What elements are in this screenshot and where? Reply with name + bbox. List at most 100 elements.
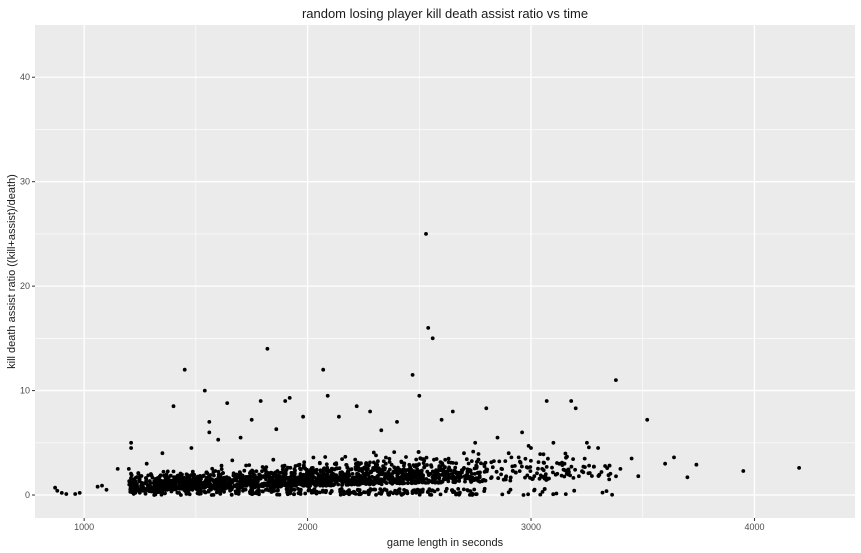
data-point bbox=[336, 482, 341, 487]
data-point bbox=[353, 475, 358, 479]
data-point bbox=[231, 473, 236, 478]
x-tick-label: 2000 bbox=[298, 522, 318, 532]
data-point bbox=[204, 484, 209, 489]
data-point bbox=[310, 489, 314, 493]
data-point bbox=[484, 406, 489, 411]
data-point bbox=[608, 471, 613, 476]
data-point bbox=[167, 486, 171, 491]
data-point bbox=[319, 469, 324, 474]
data-point bbox=[563, 451, 568, 456]
data-point bbox=[144, 461, 149, 466]
data-point bbox=[284, 487, 289, 492]
y-tick-label: 0 bbox=[25, 490, 30, 500]
data-point bbox=[510, 469, 515, 473]
data-point bbox=[147, 484, 152, 489]
data-point bbox=[311, 455, 316, 460]
data-point bbox=[449, 476, 453, 480]
data-point bbox=[277, 492, 282, 497]
data-point bbox=[324, 483, 329, 488]
data-point bbox=[500, 467, 504, 471]
data-point bbox=[234, 472, 239, 477]
data-point bbox=[104, 487, 109, 492]
data-point bbox=[179, 473, 184, 478]
data-point bbox=[173, 483, 178, 488]
data-point bbox=[311, 468, 316, 473]
data-point bbox=[470, 472, 474, 476]
data-point bbox=[273, 470, 278, 475]
data-point bbox=[129, 473, 134, 478]
data-point bbox=[53, 485, 57, 490]
data-point bbox=[150, 487, 155, 491]
data-point bbox=[618, 467, 623, 471]
data-point bbox=[292, 492, 296, 497]
data-point bbox=[245, 476, 249, 481]
x-tick-label: 4000 bbox=[744, 522, 764, 532]
data-point bbox=[469, 459, 474, 463]
data-point bbox=[443, 457, 448, 462]
data-point bbox=[211, 478, 216, 483]
data-point bbox=[219, 467, 224, 471]
data-point bbox=[571, 476, 576, 480]
data-point bbox=[438, 492, 443, 497]
data-point bbox=[163, 491, 167, 496]
data-point bbox=[222, 485, 227, 490]
data-point bbox=[59, 491, 64, 495]
data-point bbox=[384, 481, 389, 485]
data-point bbox=[510, 464, 515, 469]
data-point bbox=[350, 477, 355, 482]
data-point bbox=[251, 472, 256, 476]
data-point bbox=[262, 467, 267, 472]
data-point bbox=[437, 464, 442, 468]
data-point bbox=[456, 487, 461, 491]
data-point bbox=[544, 478, 549, 482]
data-point bbox=[402, 463, 406, 468]
data-point bbox=[290, 487, 295, 492]
data-point bbox=[394, 491, 399, 496]
data-point bbox=[305, 471, 309, 476]
data-point bbox=[208, 476, 213, 481]
data-point bbox=[288, 465, 293, 470]
data-point bbox=[421, 478, 426, 482]
data-point bbox=[454, 491, 459, 496]
data-point bbox=[163, 482, 168, 487]
data-point bbox=[429, 488, 434, 493]
data-point bbox=[526, 444, 531, 448]
data-point bbox=[596, 474, 601, 478]
data-point bbox=[482, 486, 487, 491]
data-point bbox=[249, 482, 254, 487]
data-point bbox=[188, 479, 192, 483]
data-point bbox=[152, 480, 157, 485]
data-point bbox=[372, 481, 377, 486]
data-point bbox=[227, 479, 232, 484]
data-point bbox=[286, 483, 290, 488]
data-point bbox=[139, 483, 143, 488]
data-point bbox=[456, 473, 461, 478]
data-point bbox=[376, 459, 380, 464]
data-point bbox=[242, 483, 247, 487]
data-point bbox=[509, 455, 514, 460]
data-point bbox=[254, 469, 259, 474]
data-point bbox=[308, 480, 313, 484]
y-axis-label: kill death assist ratio ((kill+assist)/d… bbox=[6, 174, 18, 369]
data-point bbox=[489, 460, 494, 465]
data-point bbox=[536, 466, 540, 471]
data-point bbox=[258, 399, 263, 403]
data-point bbox=[351, 489, 356, 494]
data-point bbox=[379, 492, 384, 496]
data-point bbox=[457, 479, 462, 483]
data-point bbox=[645, 417, 650, 422]
data-point bbox=[287, 477, 292, 481]
data-point bbox=[741, 469, 746, 473]
data-point bbox=[253, 491, 258, 495]
data-point bbox=[171, 487, 176, 491]
data-point bbox=[432, 489, 437, 494]
data-point bbox=[301, 483, 306, 488]
data-point bbox=[554, 491, 559, 496]
data-point bbox=[236, 483, 241, 488]
data-point bbox=[535, 471, 539, 476]
data-point bbox=[367, 475, 372, 480]
data-point bbox=[265, 346, 270, 351]
data-point bbox=[207, 430, 212, 435]
data-point bbox=[524, 465, 529, 469]
data-point bbox=[553, 472, 558, 477]
